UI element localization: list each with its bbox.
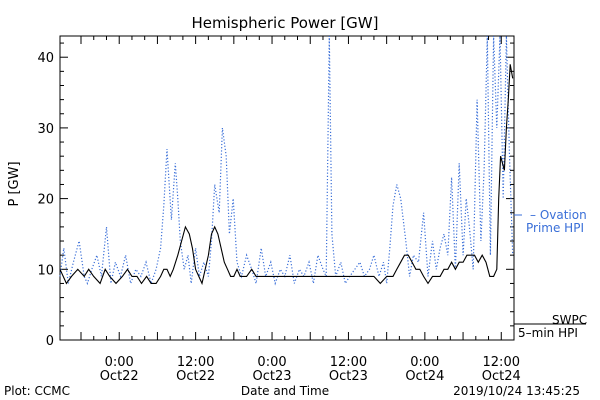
y-tick-label: 30 bbox=[37, 122, 54, 137]
y-tick-label: 40 bbox=[37, 51, 54, 66]
x-tick-time-label: 12:00 bbox=[483, 355, 520, 370]
ovation-line bbox=[59, 35, 514, 286]
footer-timestamp: 2019/10/24 13:45:25 bbox=[453, 384, 580, 398]
legend-swpc-line2: 5–min HPI bbox=[518, 326, 578, 340]
x-axis-ticks: 0:00Oct2212:00Oct220:00Oct2312:00Oct230:… bbox=[80, 36, 521, 384]
x-tick-time-label: 12:00 bbox=[177, 355, 214, 370]
y-axis-label: P [GW] bbox=[7, 161, 22, 206]
x-tick-date-label: Oct23 bbox=[253, 369, 292, 384]
x-tick-time-label: 0:00 bbox=[410, 355, 439, 370]
x-tick-date-label: Oct22 bbox=[176, 369, 215, 384]
x-tick-date-label: Oct22 bbox=[100, 369, 139, 384]
swpc-line bbox=[59, 64, 514, 286]
plot-area bbox=[59, 35, 515, 341]
x-axis-label: Date and Time bbox=[241, 384, 329, 398]
y-tick-label: 0 bbox=[46, 334, 54, 349]
swpc-series bbox=[59, 64, 514, 286]
y-tick-label: 20 bbox=[37, 193, 54, 208]
x-tick-date-label: Oct24 bbox=[405, 369, 444, 384]
legend-ovation-line2: Prime HPI bbox=[526, 221, 584, 235]
y-axis-ticks: 0 10 20 30 40 bbox=[37, 42, 514, 349]
x-tick-time-label: 12:00 bbox=[330, 355, 367, 370]
ovation-series bbox=[59, 35, 514, 286]
legend-ovation-line1: – Ovation bbox=[530, 208, 587, 222]
y-tick-label: 10 bbox=[37, 263, 54, 278]
legend-swpc-line1: SWPC bbox=[552, 313, 587, 327]
footer-credit: Plot: CCMC bbox=[4, 384, 70, 398]
x-tick-date-label: Oct24 bbox=[482, 369, 521, 384]
x-tick-time-label: 0:00 bbox=[257, 355, 286, 370]
chart-title: Hemispheric Power [GW] bbox=[192, 14, 379, 32]
x-tick-date-label: Oct23 bbox=[329, 369, 368, 384]
x-tick-time-label: 0:00 bbox=[105, 355, 134, 370]
